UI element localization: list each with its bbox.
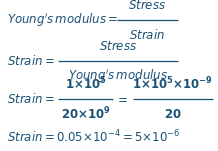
Text: $\mathit{Strain}$: $\mathit{Strain}$ — [129, 29, 165, 42]
Text: $\mathit{Strain}{=}$: $\mathit{Strain}{=}$ — [7, 54, 54, 68]
Text: $\mathit{Stress}$: $\mathit{Stress}$ — [99, 40, 137, 53]
Text: $\mathit{Stress}$: $\mathit{Stress}$ — [128, 0, 166, 12]
Text: $\mathbf{1{\times}10^5}$: $\mathbf{1{\times}10^5}$ — [65, 76, 106, 92]
Text: $\mathbf{20}$: $\mathbf{20}$ — [164, 108, 182, 120]
Text: $\mathbf{20{\times}10^9}$: $\mathbf{20{\times}10^9}$ — [61, 106, 111, 122]
Text: $\mathit{Young' s\,modulus}{=}$: $\mathit{Young' s\,modulus}{=}$ — [7, 12, 118, 29]
Text: $\mathit{Strain}{=}0.05{\times}10^{-4}{=}5{\times}10^{-6}$: $\mathit{Strain}{=}0.05{\times}10^{-4}{=… — [7, 129, 180, 146]
Text: $=$: $=$ — [114, 92, 128, 105]
Text: $\mathit{Young' s\,modulus}$: $\mathit{Young' s\,modulus}$ — [68, 67, 168, 85]
Text: $\mathit{Strain}{=}$: $\mathit{Strain}{=}$ — [7, 92, 54, 106]
Text: $\mathbf{1{\times}10^5{\times}10^{-9}}$: $\mathbf{1{\times}10^5{\times}10^{-9}}$ — [132, 76, 213, 92]
